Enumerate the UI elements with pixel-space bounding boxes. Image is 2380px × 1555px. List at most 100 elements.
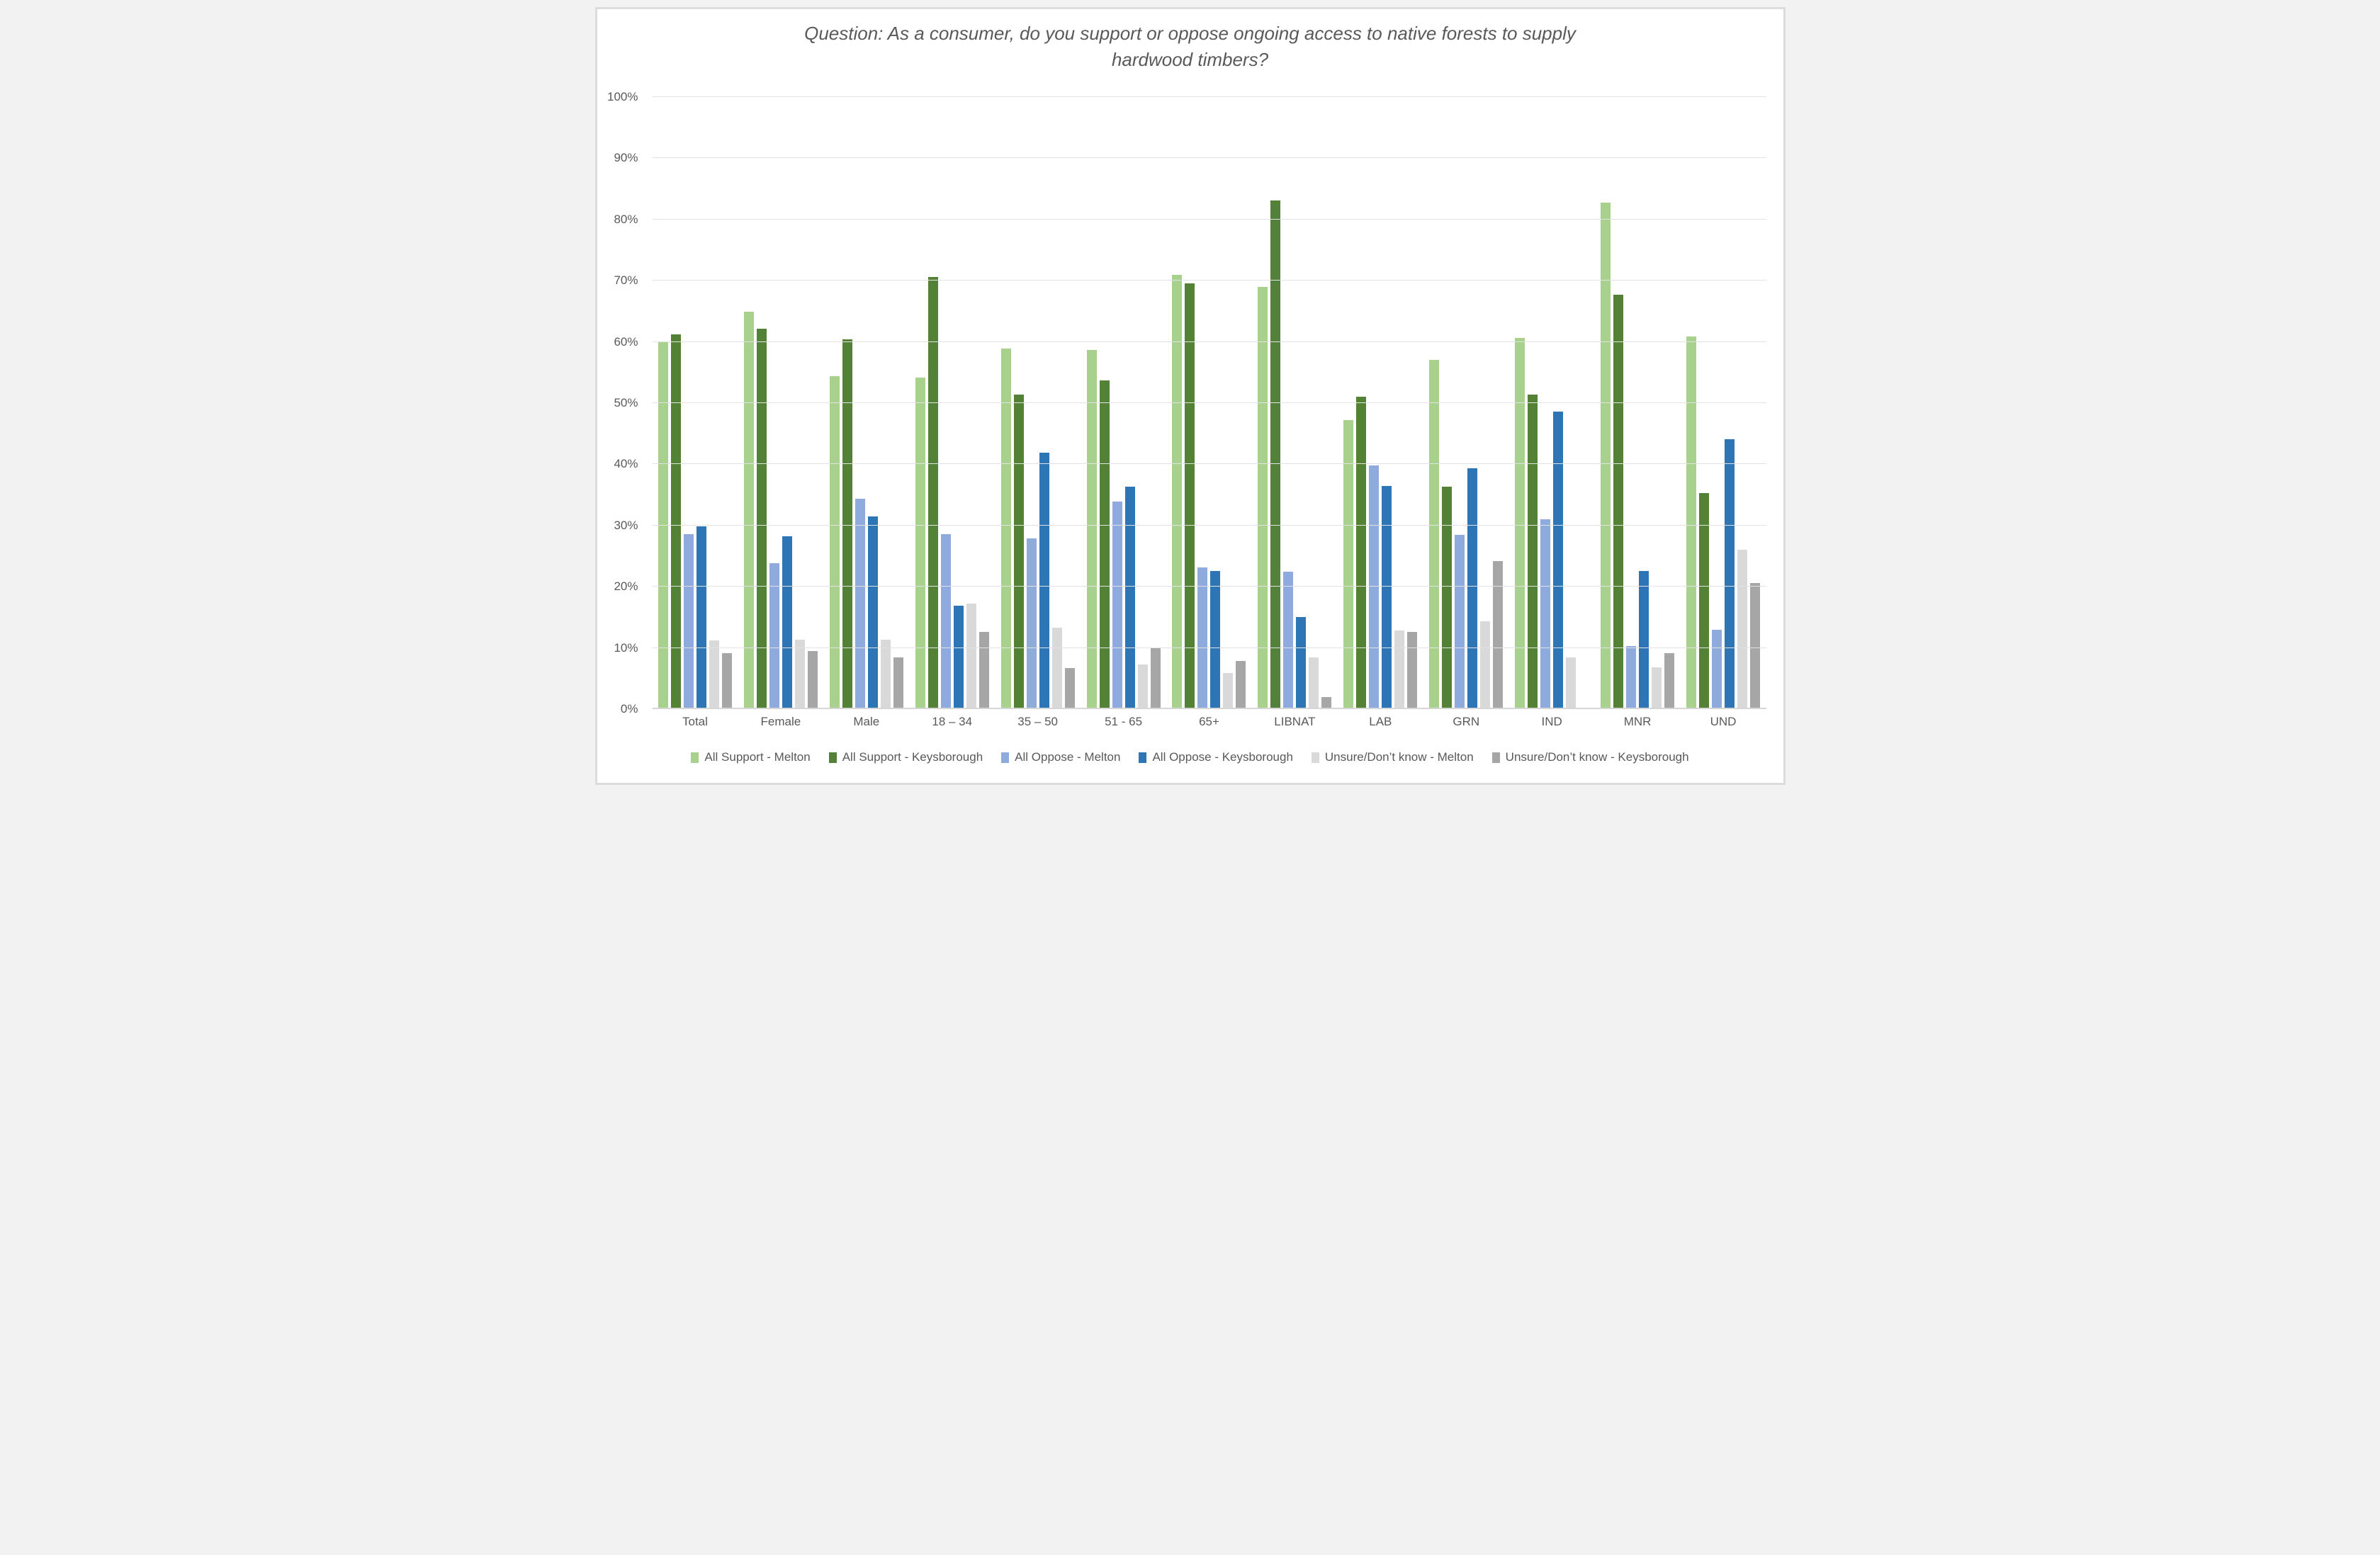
- bar: [1283, 571, 1294, 709]
- bar: [1493, 560, 1504, 709]
- bar: [940, 533, 951, 709]
- bar: [1566, 657, 1577, 709]
- bar-group: [1338, 97, 1423, 709]
- gridline: [652, 586, 1766, 587]
- y-axis-label: 80%: [614, 212, 638, 226]
- bar: [1442, 487, 1453, 709]
- bar-group: [1081, 97, 1166, 709]
- bar-group: [738, 97, 823, 709]
- gridline: [652, 341, 1766, 342]
- bar: [1086, 349, 1097, 709]
- bar: [1737, 549, 1748, 709]
- bar: [756, 328, 767, 709]
- bar: [893, 657, 903, 709]
- chart-canvas: Question: As a consumer, do you support …: [594, 7, 1786, 785]
- bar: [1321, 696, 1332, 709]
- legend-item: Unsure/Don’t know - Keysborough: [1491, 750, 1689, 764]
- bar: [1124, 486, 1135, 709]
- plot-area: [652, 96, 1766, 709]
- bar: [1664, 653, 1675, 709]
- legend-item: All Oppose - Keysborough: [1139, 750, 1293, 764]
- bar: [1309, 657, 1319, 709]
- chart-title: Question: As a consumer, do you support …: [597, 21, 1783, 73]
- bar: [953, 605, 964, 709]
- bar: [721, 653, 732, 709]
- y-axis-label: 10%: [614, 640, 638, 655]
- gridline: [652, 96, 1766, 97]
- bar: [1528, 394, 1538, 709]
- bar: [1343, 420, 1354, 709]
- x-axis-label: GRN: [1453, 715, 1480, 728]
- bar: [1407, 632, 1418, 709]
- y-axis-label: 0%: [620, 702, 638, 716]
- bar: [1601, 203, 1611, 709]
- bar: [1699, 493, 1710, 709]
- bar-group: [1252, 97, 1338, 709]
- x-axis-label: IND: [1541, 715, 1562, 728]
- bar: [743, 312, 754, 709]
- bar: [696, 526, 706, 709]
- legend-label: All Support - Keysborough: [842, 750, 983, 764]
- bar-group: [1509, 97, 1595, 709]
- bar: [1112, 502, 1122, 709]
- legend-label: All Oppose - Melton: [1015, 750, 1121, 764]
- x-axis-label: 35 – 50: [1017, 715, 1059, 728]
- legend-item: All Oppose - Melton: [1001, 750, 1120, 764]
- bar: [1185, 283, 1195, 709]
- bar: [1026, 538, 1037, 709]
- bar: [880, 640, 891, 709]
- bar: [1236, 660, 1246, 709]
- y-axis-label: 40%: [614, 457, 638, 471]
- gridline: [652, 218, 1766, 220]
- legend-label: Unsure/Don’t know - Keysborough: [1505, 750, 1689, 764]
- bar: [1725, 439, 1735, 709]
- x-axis-label: Total: [682, 715, 708, 728]
- bar: [1712, 629, 1722, 709]
- bar: [1270, 200, 1281, 709]
- legend-item: All Support - Melton: [691, 750, 811, 764]
- legend-swatch: [1491, 752, 1500, 763]
- legend-swatch: [1001, 752, 1010, 763]
- bar: [1480, 621, 1491, 709]
- bar: [807, 650, 818, 709]
- x-axis-label: LIBNAT: [1274, 715, 1316, 728]
- bar-group: [823, 97, 909, 709]
- chart-title-line2: hardwood timbers?: [1111, 49, 1269, 70]
- bar: [769, 562, 779, 709]
- bar: [709, 640, 719, 709]
- bar: [1515, 338, 1525, 709]
- y-axis-label: 30%: [614, 518, 638, 532]
- bar: [915, 377, 925, 709]
- bar: [1223, 673, 1234, 709]
- bar: [1039, 452, 1049, 709]
- bar: [1296, 616, 1307, 709]
- x-axis-label: 18 – 34: [932, 715, 973, 728]
- y-axis-label: 20%: [614, 579, 638, 594]
- y-axis-label: 100%: [607, 90, 638, 103]
- bar: [927, 277, 938, 709]
- bar: [867, 516, 878, 709]
- bar: [1172, 274, 1183, 709]
- bar-group: [909, 97, 995, 709]
- bar: [1429, 359, 1440, 709]
- bar: [966, 604, 976, 709]
- x-axis-labels: Total Female Male 18 – 34 35 – 50 51 - 65 65+ L…: [653, 715, 1766, 729]
- gridline: [652, 157, 1766, 159]
- bar: [1455, 534, 1465, 709]
- y-axis-label: 90%: [614, 151, 638, 165]
- bar: [1686, 336, 1697, 709]
- legend-swatch: [1311, 752, 1319, 763]
- gridline: [652, 402, 1766, 403]
- bar: [683, 533, 694, 709]
- bar: [1000, 349, 1011, 709]
- bar: [1369, 465, 1380, 709]
- legend-label: All Support - Melton: [704, 750, 811, 764]
- bar: [1051, 628, 1062, 709]
- bar: [1553, 412, 1564, 709]
- bar: [1626, 646, 1637, 709]
- bar: [1013, 394, 1024, 709]
- bar: [782, 536, 792, 709]
- legend: All Support - Melton All Support - Keysbo…: [597, 750, 1783, 764]
- x-axis-label: Female: [760, 715, 801, 728]
- bar: [670, 334, 681, 709]
